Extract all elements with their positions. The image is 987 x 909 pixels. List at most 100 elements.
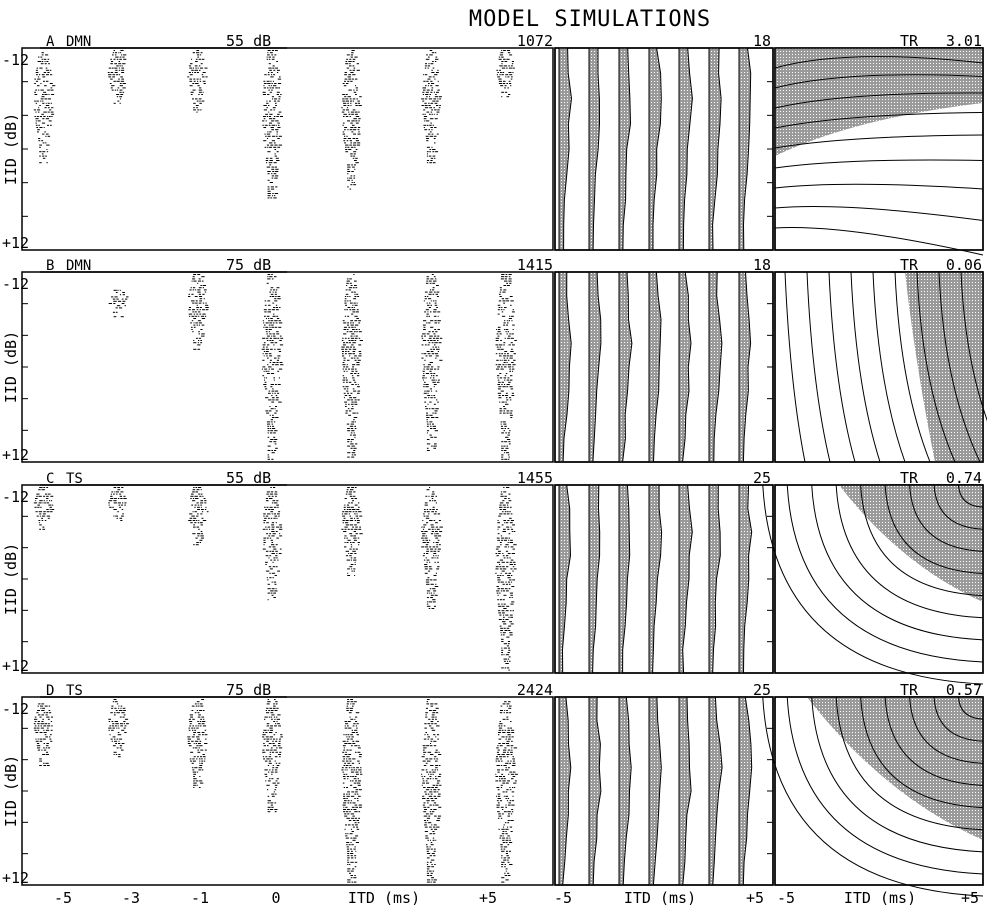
raster-dot xyxy=(353,346,355,348)
raster-dot xyxy=(38,511,43,513)
raster-dot xyxy=(505,401,507,403)
raster-dot xyxy=(499,745,503,747)
raster-dot xyxy=(430,102,434,104)
raster-dot xyxy=(428,280,432,282)
raster-dot xyxy=(431,289,435,291)
raster-dot xyxy=(278,322,283,324)
raster-dot xyxy=(271,428,276,429)
raster-dot xyxy=(342,751,345,753)
raster-dot xyxy=(510,342,513,344)
raster-dot xyxy=(507,835,510,837)
raster-dot xyxy=(426,866,431,868)
raster-dot xyxy=(348,712,352,714)
raster-dot xyxy=(200,52,203,54)
raster-dot xyxy=(271,528,275,530)
raster-dot xyxy=(274,175,279,177)
raster-dot xyxy=(358,329,360,330)
raster-dot xyxy=(272,769,274,771)
raster-dot xyxy=(356,293,359,295)
raster-dot xyxy=(503,430,505,432)
raster-dot xyxy=(343,806,345,808)
raster-dot xyxy=(349,188,352,190)
raster-dot xyxy=(262,732,265,733)
raster-dot xyxy=(353,118,357,120)
raster-dot xyxy=(423,124,427,126)
raster-dot xyxy=(46,511,50,513)
raster-dot xyxy=(498,397,502,399)
raster-dot xyxy=(197,513,199,515)
raster-dot xyxy=(423,802,426,804)
raster-dot xyxy=(497,335,500,337)
raster-dot xyxy=(510,754,513,755)
raster-dot xyxy=(352,826,355,828)
raster-dot xyxy=(344,754,348,755)
raster-dot xyxy=(273,517,276,519)
raster-dot xyxy=(264,315,266,317)
raster-dot xyxy=(347,129,349,131)
raster-dot xyxy=(271,274,273,275)
raster-dot xyxy=(275,395,278,396)
raster-dot xyxy=(428,570,431,572)
raster-dot xyxy=(346,309,348,311)
raster-dot xyxy=(359,754,362,755)
raster-dot xyxy=(359,353,362,355)
raster-dot xyxy=(347,324,349,326)
raster-dot xyxy=(439,773,442,775)
raster-dot xyxy=(431,113,433,115)
raster-dot xyxy=(199,495,202,497)
raster-dot xyxy=(266,340,269,341)
raster-dot xyxy=(350,771,355,773)
raster-dot xyxy=(274,718,276,720)
raster-dot xyxy=(124,725,127,727)
raster-dot xyxy=(427,65,431,67)
raster-dot xyxy=(422,520,424,521)
raster-dot xyxy=(499,614,502,616)
raster-dot xyxy=(501,454,504,456)
raster-dot xyxy=(111,721,114,722)
raster-dot xyxy=(506,627,510,629)
raster-dot xyxy=(354,160,357,161)
raster-dot xyxy=(499,559,503,561)
raster-dot xyxy=(272,80,274,82)
raster-dot xyxy=(506,399,509,401)
raster-dot xyxy=(47,102,50,104)
raster-dot xyxy=(506,522,509,524)
raster-dot xyxy=(348,793,350,795)
raster-dot xyxy=(193,318,196,319)
raster-dot xyxy=(192,52,195,54)
raster-dot xyxy=(265,756,268,758)
raster-dot xyxy=(273,513,276,515)
raster-dot xyxy=(343,138,347,139)
raster-dot xyxy=(355,157,358,159)
raster-dot xyxy=(187,738,191,740)
raster-dot xyxy=(513,544,517,546)
raster-dot xyxy=(193,487,195,488)
raster-dot xyxy=(433,542,435,543)
raster-dot xyxy=(262,375,265,377)
raster-dot xyxy=(429,568,433,570)
raster-dot xyxy=(112,736,116,738)
raster-dot xyxy=(426,368,430,370)
raster-dot xyxy=(509,557,511,559)
raster-dot xyxy=(204,749,207,751)
raster-dot xyxy=(108,67,112,69)
raster-dot xyxy=(52,504,54,506)
raster-dot xyxy=(350,559,352,561)
raster-dot xyxy=(436,528,440,530)
raster-dot xyxy=(358,344,362,346)
model-name: DMN xyxy=(66,258,91,274)
raster-dot xyxy=(511,601,515,603)
raster-dot xyxy=(435,537,439,539)
raster-dot xyxy=(274,320,278,322)
raster-dot xyxy=(509,379,513,381)
raster-dot xyxy=(343,388,346,390)
raster-dot xyxy=(350,734,353,736)
raster-dot xyxy=(348,511,352,513)
raster-dot xyxy=(45,762,49,764)
raster-dot xyxy=(433,592,435,594)
raster-dot xyxy=(273,548,277,550)
raster-dot xyxy=(202,58,205,60)
raster-dot xyxy=(503,627,506,629)
raster-dot xyxy=(352,526,354,528)
raster-dot xyxy=(425,769,428,771)
